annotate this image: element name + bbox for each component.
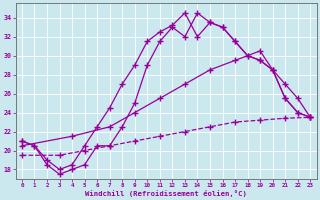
X-axis label: Windchill (Refroidissement éolien,°C): Windchill (Refroidissement éolien,°C) — [85, 190, 247, 197]
